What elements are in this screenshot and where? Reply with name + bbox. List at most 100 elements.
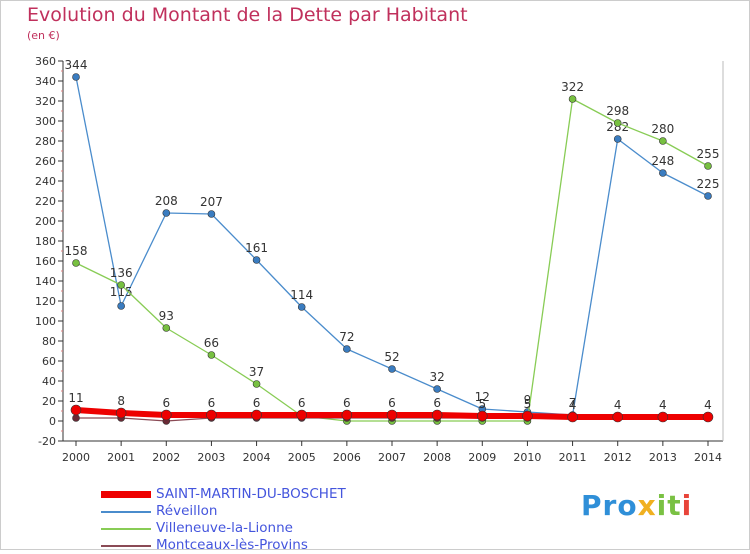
data-label: 52 [384,350,399,364]
data-label: 248 [651,154,674,168]
data-point [160,409,172,421]
data-label: 255 [697,147,720,161]
logo-part-1: Pro [581,489,638,522]
y-tick-label: 280 [35,135,56,148]
data-label: 115 [110,285,133,299]
data-label: 12 [475,390,490,404]
x-tick-label: 2012 [604,451,632,464]
data-point [162,324,171,332]
data-label: 4 [569,398,577,412]
y-tick-label: 0 [49,415,56,428]
data-point [72,73,80,81]
y-tick-label: 40 [42,375,56,388]
data-label: 136 [110,266,133,280]
x-tick-label: 2014 [694,451,722,464]
data-label: 6 [298,396,306,410]
data-point [659,169,667,177]
data-point [386,409,398,421]
legend-swatch [101,528,151,530]
data-label: 344 [65,58,88,72]
legend-label: Montceaux-lès-Provins [156,537,308,553]
legend-label: Réveillon [156,503,218,519]
y-tick-label: 160 [35,255,56,268]
logo-part-2: x [637,489,657,522]
logo-part-3: it [656,489,682,522]
x-tick-label: 2008 [423,451,451,464]
x-tick-label: 2001 [107,451,135,464]
data-point [341,409,353,421]
y-tick-label: 180 [35,235,56,248]
y-tick-label: 100 [35,315,56,328]
x-tick-label: 2002 [152,451,180,464]
chart-title: Evolution du Montant de la Dette par Hab… [27,4,468,26]
data-point [476,410,488,422]
data-label: 32 [430,370,445,384]
data-label: 158 [65,244,88,258]
data-point [702,411,714,423]
legend-swatch [101,545,151,547]
data-label: 6 [343,396,351,410]
data-point [117,281,125,289]
data-point [207,351,216,359]
data-point [252,256,261,264]
legend-item: Villeneuve-la-Lionne [101,520,401,537]
data-point [162,209,171,217]
legend-swatch [101,491,151,498]
data-point [251,409,262,421]
legend-item: Réveillon [101,503,401,520]
proxiti-logo: Proxiti [581,489,692,522]
data-point [206,409,217,421]
data-label: 6 [208,396,216,410]
legend-item: SAINT-MARTIN-DU-BOSCHET [101,486,401,503]
data-label: 6 [388,396,396,410]
x-tick-label: 2000 [62,451,90,464]
legend-label: SAINT-MARTIN-DU-BOSCHET [156,486,346,502]
data-point [297,303,306,311]
data-label: 37 [249,365,264,379]
unit-label: (en €) [27,29,60,42]
data-label: 6 [162,396,170,410]
x-tick-label: 2004 [243,451,271,464]
data-label: 4 [704,398,712,412]
y-tick-label: 340 [35,75,56,88]
data-label: 8 [117,394,125,408]
y-tick-label: 220 [35,195,56,208]
data-point [115,407,127,419]
logo-part-4: i [681,489,693,522]
legend: SAINT-MARTIN-DU-BOSCHET Réveillon Villeneu… [101,486,401,554]
data-label: 5 [478,397,486,411]
y-tick-label: 20 [42,395,56,408]
data-point [704,162,712,170]
data-label: 72 [339,330,354,344]
data-label: 4 [614,398,622,412]
data-point [704,192,712,200]
data-label: 282 [606,120,629,134]
data-label: 322 [561,80,584,94]
x-tick-label: 2005 [288,451,316,464]
x-tick-label: 2009 [468,451,496,464]
y-tick-label: 240 [35,175,56,188]
data-label: 4 [659,398,667,412]
data-label: 6 [253,396,261,410]
data-point [613,135,622,143]
data-point [431,409,443,421]
legend-swatch [101,511,151,513]
y-tick-label: 80 [42,335,56,348]
data-label: 207 [200,195,223,209]
data-point [343,345,351,353]
data-label: 161 [245,241,268,255]
y-tick-label: 320 [35,95,56,108]
data-point [522,410,533,422]
data-label: 114 [290,288,313,302]
y-tick-label: -20 [38,435,56,448]
data-label: 6 [433,396,441,410]
data-label: 280 [651,122,674,136]
x-tick-label: 2007 [378,451,406,464]
data-point [72,259,80,267]
data-label: 208 [155,194,178,208]
data-label: 5 [524,397,532,411]
data-point [433,385,441,393]
y-tick-label: 260 [35,155,56,168]
